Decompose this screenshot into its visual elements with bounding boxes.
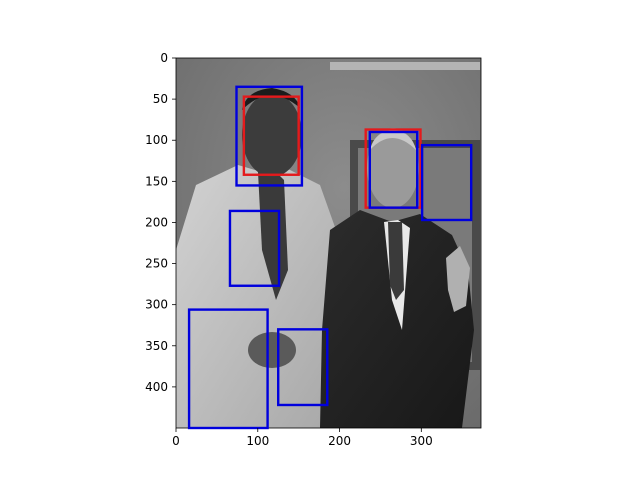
x-tick-label: 0 — [172, 434, 180, 448]
blue-bounding-box-3 — [235, 85, 304, 187]
right-person-raised-hand — [446, 246, 470, 312]
x-tick-label: 100 — [246, 434, 269, 448]
bounding-boxes — [187, 85, 473, 430]
y-tick-label: 200 — [145, 215, 168, 229]
y-tick-label: 150 — [145, 174, 168, 188]
right-person-head — [367, 128, 419, 208]
y-tick-label: 400 — [145, 380, 168, 394]
left-person-hair — [242, 88, 300, 110]
y-tick-label: 100 — [145, 133, 168, 147]
x-tick-label: 300 — [410, 434, 433, 448]
x-axis: 0 100 200 300 — [172, 428, 433, 448]
x-tick-label: 200 — [328, 434, 351, 448]
image-frame — [175, 57, 482, 429]
y-tick-label: 250 — [145, 257, 168, 271]
blue-bounding-box-7 — [187, 308, 269, 430]
blue-bounding-box-8 — [277, 328, 329, 407]
right-person-hair — [370, 130, 416, 150]
red-bounding-box-1 — [242, 95, 300, 176]
right-person-tie — [388, 222, 404, 300]
right-person-suit — [320, 210, 474, 428]
blue-bounding-box-5 — [420, 143, 473, 222]
left-person-tie — [258, 168, 288, 300]
y-tick-label: 300 — [145, 298, 168, 312]
y-tick-label: 0 — [160, 51, 168, 65]
wall-light-strip — [330, 62, 480, 70]
left-person-suit — [176, 165, 336, 428]
blue-bounding-box-6 — [228, 209, 281, 287]
handshake — [248, 332, 296, 368]
left-person-head — [242, 93, 302, 177]
y-axis: 0 50 100 150 200 250 300 350 400 — [145, 51, 176, 394]
y-tick-label: 50 — [153, 92, 168, 106]
blue-bounding-box-4 — [368, 130, 419, 209]
photo — [176, 58, 481, 428]
y-tick-label: 350 — [145, 339, 168, 353]
